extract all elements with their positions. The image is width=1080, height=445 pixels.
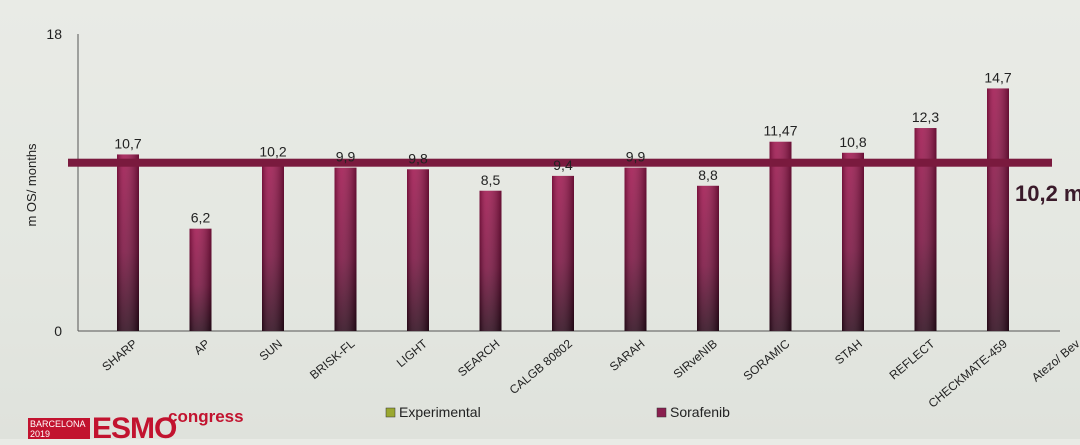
- esmo-logo: BARCELONA 2019 ESMO congress: [28, 408, 244, 445]
- category-label: BRISK-FL: [307, 336, 358, 382]
- bars: [117, 88, 1009, 331]
- legend-swatch: [656, 407, 667, 418]
- reference-label: 10,2 m: [1015, 181, 1080, 206]
- bar-shade: [117, 154, 139, 331]
- category-label: CHECKMATE-459: [925, 336, 1010, 410]
- reference-line: [68, 158, 1052, 167]
- data-label: 10,8: [839, 134, 866, 150]
- bar-shade: [334, 167, 357, 331]
- category-label: AP: [191, 337, 212, 358]
- bar-shade: [624, 167, 647, 331]
- bar-shade: [189, 228, 212, 331]
- logo-city: BARCELONA: [30, 419, 86, 429]
- category-label: LIGHT: [394, 336, 431, 370]
- category-label: SARAH: [607, 337, 648, 374]
- data-label: 8,8: [698, 167, 718, 183]
- category-label: SIRveNIB: [671, 337, 720, 382]
- bar-shade: [842, 152, 864, 331]
- data-label: 9,9: [626, 149, 646, 165]
- category-label: SHARP: [99, 337, 140, 374]
- bar-shade: [769, 141, 792, 331]
- data-label: 9,8: [408, 150, 428, 166]
- data-label: 10,7: [114, 135, 141, 151]
- data-label: 11,47: [764, 123, 798, 139]
- y-tick-label: 18: [46, 26, 62, 42]
- bar-shade: [479, 190, 502, 331]
- category-label: REFLECT: [887, 336, 938, 382]
- data-label: 8,5: [481, 172, 501, 188]
- category-label: STAH: [832, 337, 865, 368]
- bar-shade: [407, 169, 429, 331]
- logo-city-box: BARCELONA 2019: [28, 418, 90, 439]
- data-label: 10,2: [259, 144, 286, 160]
- data-labels: 10,7 6,2 10,2 9,9 9,8 8,5 9,4 9,9 8,8 11,47 10,8 12…: [114, 69, 1011, 225]
- data-label: 12,3: [912, 109, 939, 125]
- legend: Experimental Sorafenib: [385, 404, 730, 420]
- bar-shade: [987, 88, 1009, 331]
- category-label: SUN: [257, 337, 285, 364]
- legend-swatch: [385, 407, 396, 418]
- data-label: 6,2: [191, 210, 211, 226]
- legend-label: Experimental: [399, 404, 481, 420]
- bar-shade: [697, 185, 719, 331]
- reference-line-group: 10,2 m: [68, 158, 1080, 206]
- logo-word: congress: [168, 407, 244, 426]
- bar-shade: [914, 128, 937, 331]
- category-label: SORAMIC: [741, 336, 793, 383]
- category-label: Atezo/ Bev: [1029, 337, 1080, 385]
- bar-shade: [552, 175, 574, 331]
- data-label: 9,9: [336, 149, 356, 165]
- category-label: SEARCH: [455, 337, 502, 380]
- data-label: 14,7: [984, 69, 1011, 85]
- logo-year: 2019: [30, 429, 51, 439]
- y-axis-label: m OS/ months: [24, 143, 39, 227]
- category-label: CALGB 80802: [507, 336, 576, 397]
- bar-shade: [262, 162, 284, 331]
- y-tick-label: 0: [54, 323, 62, 339]
- legend-label: Sorafenib: [670, 404, 730, 420]
- logo-brand: ESMO: [92, 412, 177, 445]
- data-label: 9,4: [553, 157, 573, 173]
- category-labels: SHARP AP SUN BRISK-FL LIGHT SEARCH CALGB 80802…: [99, 336, 1080, 410]
